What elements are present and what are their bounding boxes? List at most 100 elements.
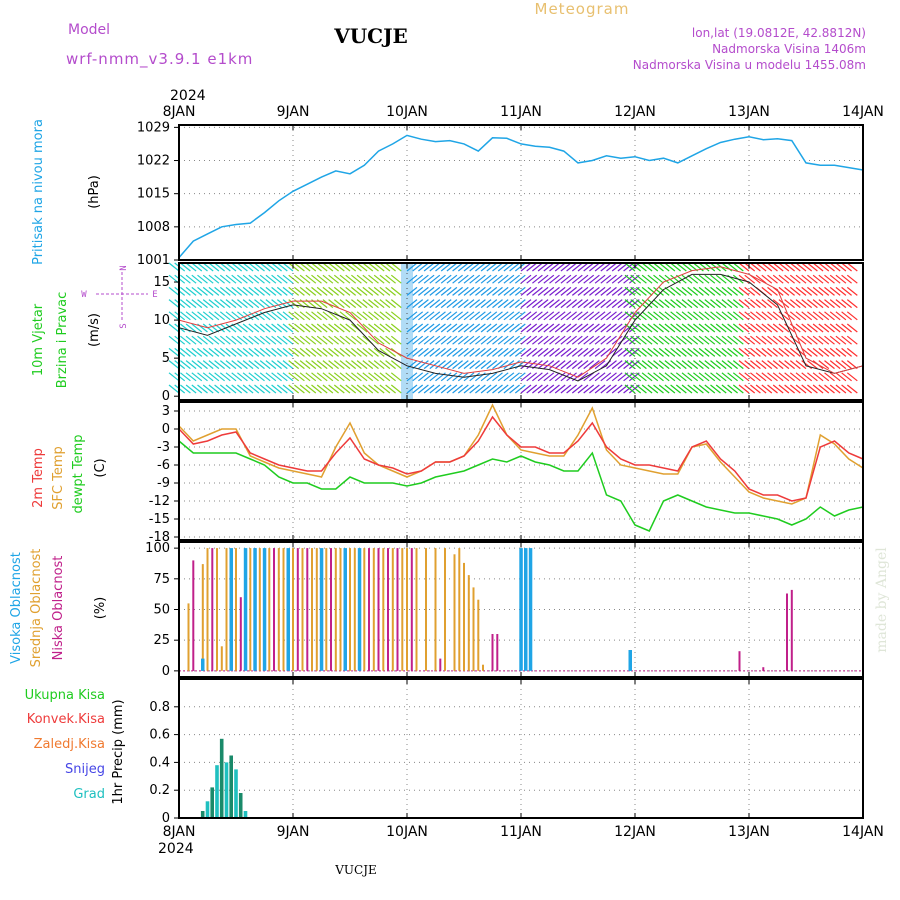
wind-barb	[242, 299, 254, 309]
top-day-label: 14JAN	[842, 104, 884, 120]
wind-barb	[761, 286, 773, 296]
wind-barb	[807, 360, 818, 370]
wind-barb	[698, 335, 710, 345]
compass-w: W	[81, 290, 87, 300]
wind-barb	[543, 372, 555, 382]
cloud-bar	[762, 667, 765, 671]
wind-barb	[299, 286, 311, 296]
wind-barb	[509, 335, 520, 345]
wind-barb	[288, 274, 300, 284]
wind-barb	[486, 335, 498, 345]
wind-barb	[784, 299, 795, 309]
wind-barb	[738, 347, 750, 357]
wind-barb	[492, 372, 503, 382]
wind-barb	[418, 323, 429, 333]
wind-barb	[681, 299, 693, 309]
model-elevation-text: Nadmorska Visina u modelu 1455.08m	[633, 58, 866, 72]
wind-barb	[571, 335, 583, 345]
wind-barb	[480, 323, 492, 333]
wind-barb	[385, 335, 396, 345]
wind-barb	[305, 347, 317, 357]
wind-barb	[385, 311, 396, 321]
wind-barb	[732, 299, 744, 309]
wind-barb	[345, 360, 357, 370]
wind-barb	[423, 335, 435, 345]
wind-barb	[418, 384, 429, 394]
cloud-bar	[319, 548, 324, 671]
wind-barb	[594, 384, 606, 394]
wind-barb	[214, 347, 225, 357]
wind-barb	[767, 286, 778, 296]
wind-barb	[675, 299, 687, 309]
wind-barb	[503, 372, 515, 382]
wind-barb	[807, 299, 818, 309]
ytick-label: 3	[162, 404, 170, 419]
wind-barb	[345, 274, 357, 284]
wind-barb	[664, 311, 676, 321]
cloud-bar	[262, 548, 267, 671]
wind-barb	[670, 384, 681, 394]
wind-barb	[373, 299, 385, 309]
wind-barb	[509, 347, 520, 357]
wind-barb	[693, 347, 704, 357]
wind-barb	[509, 311, 520, 321]
wind-barb	[824, 274, 835, 284]
wind-barb	[824, 335, 835, 345]
wind-barb	[681, 347, 693, 357]
cloud-bar	[434, 548, 437, 671]
wind-barb	[738, 262, 750, 272]
wind-barb	[373, 274, 385, 284]
wind-barb	[704, 335, 716, 345]
wind-barb	[311, 347, 322, 357]
cloud-bar	[377, 548, 380, 671]
wind-barb	[566, 384, 577, 394]
wind-barb	[835, 286, 847, 296]
wind-barb	[276, 323, 288, 333]
wind-barb	[316, 286, 328, 296]
wind-barb	[368, 262, 379, 272]
wind-barb	[168, 335, 180, 345]
wind-barb	[589, 372, 600, 382]
wind-barb	[492, 286, 503, 296]
wind-barb	[197, 311, 208, 321]
cloud-bar	[353, 548, 356, 671]
wind-barb	[664, 372, 676, 382]
wind-barb	[784, 274, 795, 284]
wind-barb	[583, 347, 595, 357]
wind-barb	[520, 323, 532, 333]
wind-barb	[180, 384, 191, 394]
wind-barb	[566, 347, 577, 357]
wind-barb	[333, 274, 345, 284]
wind-barb	[721, 347, 733, 357]
wind-barb	[732, 311, 744, 321]
cloud-bar	[387, 548, 389, 671]
cloud-bar	[339, 548, 342, 671]
cloud-bar	[220, 646, 223, 671]
wind-barb	[687, 299, 699, 309]
wind-barb	[288, 372, 300, 382]
wind-barb	[600, 262, 612, 272]
wind-barb	[520, 360, 532, 370]
wind-barb	[254, 262, 265, 272]
wind-barb	[738, 299, 750, 309]
wind-barb	[197, 335, 208, 345]
wind-barb	[721, 360, 733, 370]
wind-barb	[418, 286, 429, 296]
bottom-day-label: 14JAN	[842, 824, 884, 840]
wind-barb	[526, 347, 538, 357]
wind-barb	[841, 274, 852, 284]
wind-barb	[406, 274, 418, 284]
wind-barb	[835, 335, 847, 345]
wind-barb	[755, 347, 767, 357]
wind-barb	[624, 262, 636, 272]
wind-barb	[543, 323, 555, 333]
wind-band	[401, 263, 413, 400]
wind-barb	[305, 372, 317, 382]
legend-konvek: Konvek.Kisa	[27, 712, 105, 727]
wind-barb	[560, 360, 572, 370]
legend-grad: Grad	[73, 787, 105, 802]
wind-barb	[600, 347, 612, 357]
wind-barb	[412, 347, 424, 357]
wind-barb	[606, 335, 617, 345]
wind-barb	[276, 360, 288, 370]
